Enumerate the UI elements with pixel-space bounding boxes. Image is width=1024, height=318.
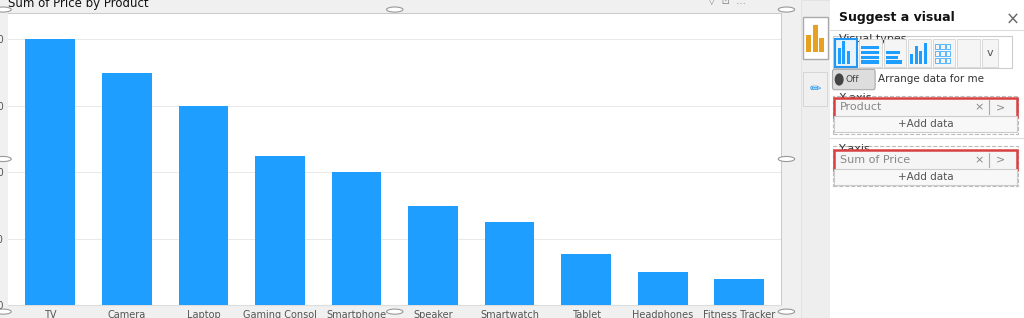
Bar [561,254,611,305]
Text: Visual types: Visual types [839,34,906,44]
FancyBboxPatch shape [835,150,1017,170]
Bar [26,39,75,305]
Text: ✏: ✏ [809,82,821,96]
Bar [102,73,152,305]
Bar [935,58,939,63]
Text: Sum of Price: Sum of Price [840,155,910,165]
Text: Off: Off [846,75,859,84]
Bar [920,51,923,64]
Bar [847,51,850,64]
Bar [940,51,945,56]
Bar [924,43,927,64]
Bar [910,54,913,64]
Text: ×: × [975,102,984,112]
FancyBboxPatch shape [982,39,997,67]
Text: +Add data: +Add data [898,119,953,129]
FancyBboxPatch shape [835,169,1017,185]
Bar [819,38,824,52]
Bar [940,44,945,49]
FancyBboxPatch shape [884,39,906,67]
Text: Y-axis: Y-axis [839,144,870,154]
FancyBboxPatch shape [908,39,931,67]
Bar [715,279,764,305]
FancyBboxPatch shape [835,116,1017,132]
Bar [842,41,846,64]
Bar [886,51,900,54]
Bar [914,46,918,64]
Bar [801,0,829,318]
Text: Arrange data for me: Arrange data for me [878,74,984,85]
Bar [806,35,811,52]
FancyBboxPatch shape [859,39,882,67]
Text: >: > [996,102,1006,112]
FancyBboxPatch shape [804,72,827,106]
Text: Suggest a visual: Suggest a visual [839,11,954,24]
Bar [861,60,879,64]
FancyBboxPatch shape [803,17,827,59]
Bar [255,156,305,305]
Bar [861,51,879,54]
FancyBboxPatch shape [933,39,955,67]
FancyBboxPatch shape [835,98,1017,117]
Bar [946,58,950,63]
Bar [409,205,458,305]
Bar [829,0,1024,318]
Bar [332,172,381,305]
Bar [484,222,535,305]
Bar [838,48,841,64]
Bar [813,25,818,52]
FancyBboxPatch shape [834,36,1012,68]
Bar [940,58,945,63]
Bar [861,56,879,59]
FancyBboxPatch shape [957,39,980,67]
Text: v: v [986,48,993,58]
Bar [935,44,939,49]
Text: Product: Product [840,102,883,112]
Bar [861,46,879,49]
Circle shape [836,74,843,85]
FancyBboxPatch shape [833,69,876,90]
FancyBboxPatch shape [835,39,857,67]
Text: ×: × [1006,10,1020,28]
Text: +Add data: +Add data [898,172,953,182]
Text: Sum of Price by Product: Sum of Price by Product [8,0,148,10]
Bar [886,60,902,64]
Bar [886,56,898,59]
Text: ×: × [975,155,984,165]
Bar [935,51,939,56]
Text: X-axis: X-axis [839,93,872,103]
Text: ▽  ⊡  …: ▽ ⊡ … [708,0,745,6]
Text: >: > [996,155,1006,165]
Bar [946,44,950,49]
Bar [178,106,228,305]
Bar [638,272,687,305]
Bar [946,51,950,56]
